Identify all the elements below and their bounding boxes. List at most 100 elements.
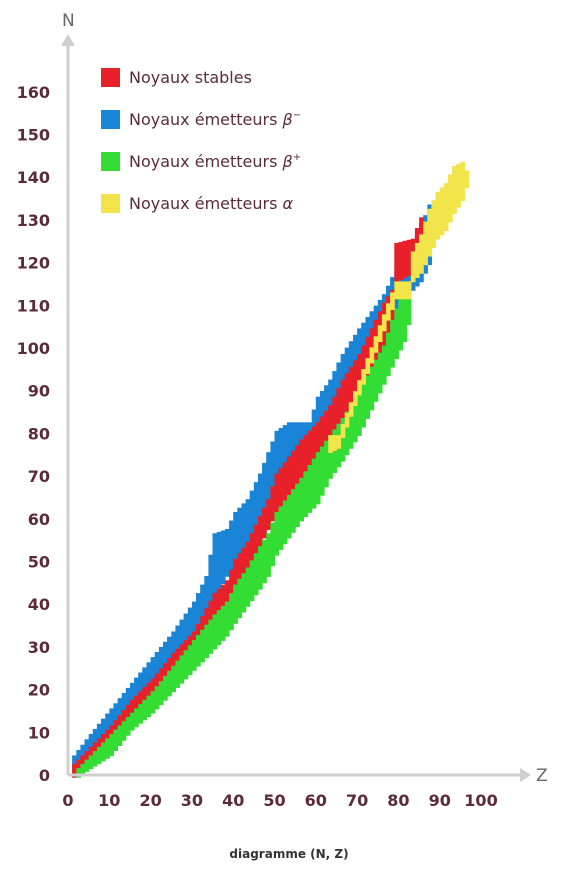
nucleus-cell	[315, 422, 321, 453]
nucleus-cell	[332, 429, 337, 473]
nucleus-cell	[212, 614, 218, 650]
nucleus-cell	[373, 336, 379, 353]
nucleus-cell	[336, 388, 342, 425]
nucleus-cell	[336, 362, 342, 409]
nucleus-cell	[274, 512, 280, 556]
nucleus-cell	[303, 471, 309, 518]
nucleus-cell	[456, 164, 461, 208]
y-tick-label: 50	[28, 553, 50, 572]
nucleus-cell	[204, 608, 209, 629]
nucleus-cell	[138, 704, 143, 724]
nucleus-cell	[171, 631, 176, 671]
nucleus-cell	[390, 319, 395, 368]
nucleus-cell	[84, 759, 90, 772]
nucleus-cell	[200, 616, 205, 636]
axes-layer: ZN	[61, 11, 548, 786]
nucleus-cell	[204, 624, 209, 658]
nucleus-cell	[129, 712, 135, 731]
nucleus-cell	[171, 652, 176, 667]
nucleus-cell	[361, 369, 366, 385]
nucleus-cell	[340, 354, 346, 402]
nucleus-cell	[262, 539, 267, 584]
nucleus-cell	[340, 379, 346, 419]
nucleus-cell	[220, 605, 226, 641]
x-tick-label: 90	[429, 791, 451, 810]
nucleus-cell	[158, 646, 164, 684]
x-tick-label: 50	[263, 791, 285, 810]
nucleus-cell	[220, 584, 226, 610]
nucleus-cell	[80, 755, 86, 770]
nucleus-cell	[291, 489, 296, 533]
nucleus-cell	[229, 569, 234, 599]
nucleus-cell	[435, 191, 441, 240]
nucleus-cell	[315, 452, 321, 505]
nucleus-cell	[377, 325, 383, 342]
nucleus-cell	[229, 520, 234, 575]
nucleus-cell	[241, 503, 247, 562]
nucleus-cell	[150, 691, 156, 714]
y-tick-label: 10	[28, 723, 50, 742]
nucleus-cell	[233, 584, 238, 624]
nucleus-cell	[460, 161, 465, 202]
nucleus-cell	[154, 673, 160, 691]
nucleus-cell	[134, 708, 139, 728]
nucleus-cell	[134, 695, 139, 711]
legend: Noyaux stables Noyaux émetteurs β− Noyaux …	[101, 68, 301, 213]
nucleus-cell	[171, 665, 176, 693]
nucleus-cell	[353, 360, 358, 400]
nucleus-cell	[138, 691, 143, 707]
x-tick-label: 70	[346, 791, 368, 810]
nucleus-cell	[158, 668, 164, 685]
nucleus-cell	[237, 553, 242, 584]
nucleus-cell	[249, 560, 255, 602]
nucleus-cell	[295, 445, 300, 485]
nucleus-cell	[431, 200, 437, 249]
y-tick-label: 40	[28, 595, 50, 614]
ticks-layer: 0 10 20 30 40 50 60 70 80 90 100 0 10 20 30 40 50 60 70 80 9…	[17, 83, 498, 810]
y-tick-label: 140	[17, 168, 50, 187]
nucleus-cell	[249, 533, 255, 564]
nucleus-cell	[373, 359, 379, 402]
series-alpha	[328, 161, 470, 453]
legend-item-beta-plus: Noyaux émetteurs β+	[101, 152, 301, 171]
nucleus-cell	[187, 607, 193, 651]
nucleus-cell	[311, 458, 317, 509]
nucleus-cell	[179, 619, 185, 661]
nucleus-cell	[175, 648, 181, 664]
nucleus-cell	[142, 699, 147, 721]
nucleus-cell	[258, 516, 263, 547]
y-tick-label: 110	[17, 296, 50, 315]
nucleus-cell	[402, 260, 408, 300]
legend-swatch	[101, 110, 120, 129]
nucleus-cell	[266, 452, 271, 522]
x-tick-label: 60	[305, 791, 327, 810]
nucleus-cell	[377, 352, 383, 394]
nucleus-cell	[216, 531, 222, 592]
nucleus-cell	[336, 435, 342, 449]
nucleus-cell	[249, 490, 255, 550]
nucleus-cell	[191, 601, 197, 646]
nucleus-cell	[253, 524, 259, 556]
nucleus-cell	[200, 629, 205, 663]
nucleus-cell	[295, 483, 300, 528]
nucleus-cell	[291, 450, 296, 491]
nucleus-cell	[319, 416, 325, 448]
nucleus-cell	[224, 601, 230, 637]
nucleus-cell	[344, 373, 350, 413]
nucleus-cell	[328, 435, 333, 479]
nucleus-cell	[464, 170, 470, 189]
nucleus-cell	[117, 725, 123, 746]
nucleus-cell	[311, 409, 317, 443]
chart-caption: diagramme (N, Z)	[229, 847, 348, 861]
nucleus-cell	[101, 734, 106, 748]
nucleus-cell	[394, 243, 399, 283]
nucleus-cell	[253, 482, 259, 545]
nucleus-cell	[406, 239, 412, 276]
nucleus-cell	[245, 567, 251, 607]
nucleus-cell	[398, 241, 404, 281]
x-tick-label: 30	[181, 791, 203, 810]
nucleus-cell	[101, 718, 106, 750]
nucleus-cell	[282, 425, 288, 486]
nucleus-cell	[76, 768, 81, 778]
